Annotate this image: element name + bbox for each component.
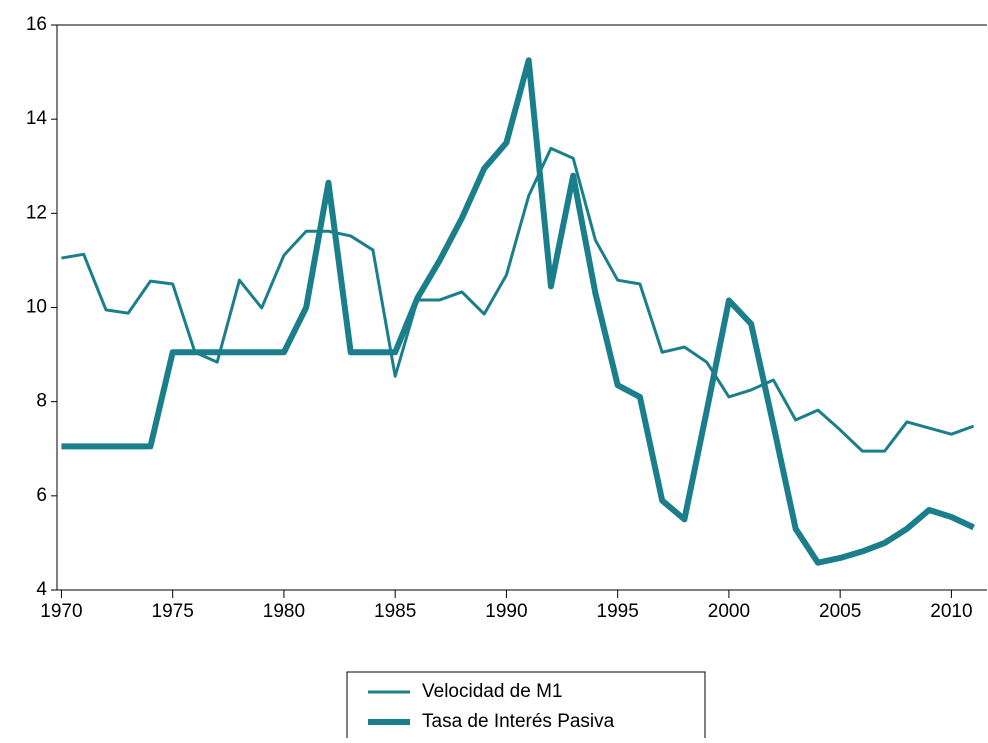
x-tick-label: 1985: [374, 601, 416, 622]
y-tick-label: 10: [26, 297, 47, 318]
x-tick-label: 1970: [40, 601, 82, 622]
data-line: [61, 57, 975, 566]
x-tick-label: 1980: [263, 601, 305, 622]
x-tick-label: 1990: [485, 601, 527, 622]
x-tick-label: 1995: [597, 601, 639, 622]
data-line: [61, 146, 975, 453]
y-tick-label: 14: [26, 108, 48, 129]
x-tick-label: 1975: [152, 601, 194, 622]
legend-box: [346, 671, 706, 743]
x-tick-label: 2005: [819, 601, 861, 622]
legend-label: Velocidad de M1: [422, 681, 563, 702]
y-tick-label: 16: [26, 14, 47, 35]
legend-label: Tasa de Interés Pasiva: [422, 711, 615, 732]
y-tick-label: 6: [36, 485, 47, 506]
y-tick-label: 8: [36, 391, 47, 412]
x-tick-label: 2000: [708, 601, 750, 622]
y-tick-label: 12: [26, 202, 47, 223]
y-tick-label: 4: [36, 579, 47, 600]
legend: Velocidad de M1 Tasa de Interés Pasiva: [346, 671, 706, 743]
x-tick-label: 2010: [930, 601, 972, 622]
